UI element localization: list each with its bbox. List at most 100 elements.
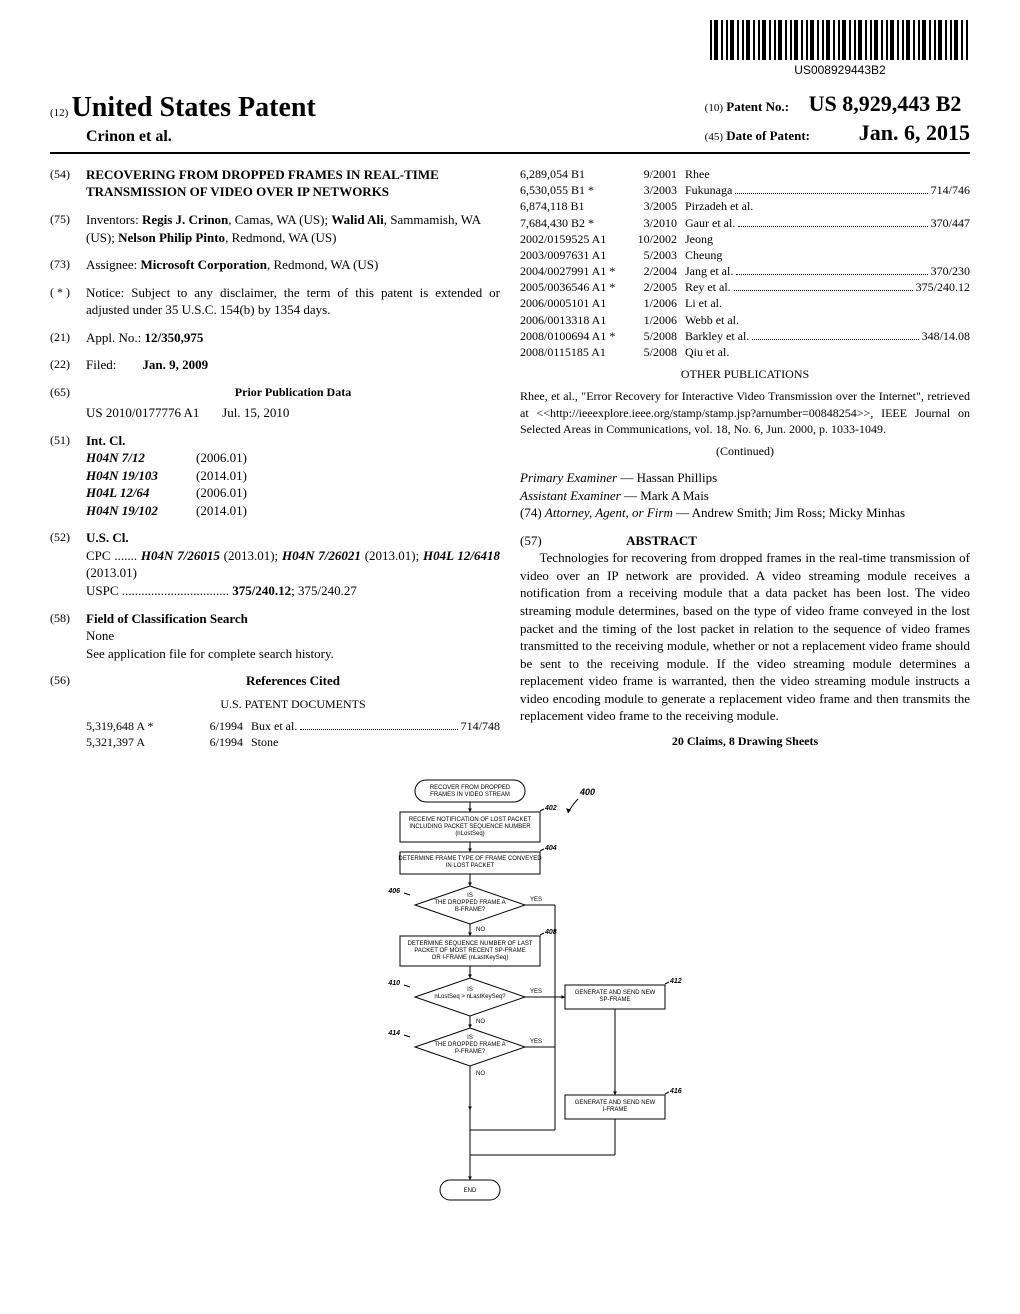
svg-text:PACKET OF MOST RECENT SP-FRAME: PACKET OF MOST RECENT SP-FRAME (414, 948, 525, 954)
citation-row: 2006/0013318 A11/2006Webb et al. (520, 312, 970, 328)
svg-text:NO: NO (476, 1019, 485, 1025)
cite-author: Qiu et al. (685, 344, 970, 360)
svg-text:400: 400 (579, 787, 595, 797)
abstract-text: Technologies for recovering from dropped… (520, 549, 970, 724)
dots-icon (300, 718, 457, 730)
cite-date: 3/2003 (630, 182, 685, 198)
citation-row: 6,874,118 B13/2005Pirzadeh et al. (520, 198, 970, 214)
cite-num: 2006/0013318 A1 (520, 312, 630, 328)
patent-no: US 8,929,443 B2 (809, 91, 962, 116)
applno-label: Appl. No.: (86, 330, 141, 345)
applno-val: 12/350,975 (145, 330, 204, 345)
notice-text: Subject to any disclaimer, the term of t… (86, 285, 500, 318)
cite-date: 2/2004 (630, 263, 685, 279)
notice-label: Notice: (86, 285, 124, 300)
intcl-year: (2014.01) (196, 467, 247, 485)
cite-author: Webb et al. (685, 312, 970, 328)
patent-date-label: Date of Patent: (726, 128, 810, 143)
claims-sheets: 20 Claims, 8 Drawing Sheets (520, 733, 970, 749)
primary-examiner-line: Primary Examiner — Hassan Phillips (520, 469, 970, 487)
attorney-line: (74) Attorney, Agent, or Firm — Andrew S… (520, 504, 970, 522)
flowchart-figure: RECOVER FROM DROPPEDFRAMES IN VIDEO STRE… (50, 775, 970, 1220)
other-publications-title: OTHER PUBLICATIONS (520, 366, 970, 382)
cite-num: 5,319,648 A * (86, 718, 196, 734)
cite-author: Bux et al. 714/748 (251, 718, 500, 734)
uspc-primary: 375/240.12 (232, 583, 291, 598)
cite-num: 6,289,054 B1 (520, 166, 630, 182)
cite-date: 5/2008 (630, 344, 685, 360)
citation-row: 2004/0027991 A1 *2/2004Jang et al. 370/2… (520, 263, 970, 279)
cite-date: 10/2002 (630, 231, 685, 247)
cite-class: 370/230 (931, 263, 970, 279)
citation-row: 2002/0159525 A110/2002Jeong (520, 231, 970, 247)
citation-row: 2005/0036546 A1 *2/2005Rey et al. 375/24… (520, 279, 970, 295)
cite-num: 2003/0097631 A1 (520, 247, 630, 263)
cite-author: Rey et al. 375/240.12 (685, 279, 970, 295)
cite-date: 5/2003 (630, 247, 685, 263)
svg-text:404: 404 (544, 845, 557, 852)
svg-text:414: 414 (387, 1030, 400, 1037)
svg-text:P-FRAME?: P-FRAME? (455, 1049, 486, 1055)
cite-author: Jang et al. 370/230 (685, 263, 970, 279)
cite-num: 2004/0027991 A1 * (520, 263, 630, 279)
cpc-code-3: H04L 12/6418 (423, 548, 500, 563)
cite-num: 6,530,055 B1 * (520, 182, 630, 198)
num-54: (54) (50, 166, 86, 201)
intcl-row: H04N 19/102(2014.01) (86, 502, 500, 520)
num-22: (22) (50, 356, 86, 374)
prior-pub-num: US 2010/0177776 A1 (86, 405, 199, 420)
svg-text:IN LOST PACKET: IN LOST PACKET (446, 863, 495, 869)
svg-text:INCLUDING PACKET SEQUENCE NUMB: INCLUDING PACKET SEQUENCE NUMBER (409, 824, 531, 830)
num-notice: ( * ) (50, 284, 86, 319)
cite-date: 3/2010 (630, 215, 685, 231)
inventor-surname: Crinon et al. (86, 126, 316, 148)
uspc-line: USPC ................................. 3… (86, 582, 500, 600)
cite-author: Rhee (685, 166, 970, 182)
svg-text:DETERMINE SEQUENCE NUMBER OF L: DETERMINE SEQUENCE NUMBER OF LAST (407, 941, 532, 947)
intcl-year: (2006.01) (196, 449, 247, 467)
primary-examiner-label: Primary Examiner (520, 470, 617, 485)
num-75: (75) (50, 211, 86, 246)
svg-text:(nLostSeq): (nLostSeq) (455, 831, 484, 837)
svg-text:FRAMES IN VIDEO STREAM: FRAMES IN VIDEO STREAM (430, 792, 510, 798)
intcl-code: H04N 7/12 (86, 449, 196, 467)
cite-num: 2008/0115185 A1 (520, 344, 630, 360)
continued: (Continued) (520, 443, 970, 459)
barcode-text: US008929443B2 (710, 62, 970, 78)
patent-date: Jan. 6, 2015 (859, 120, 970, 145)
cite-class: 370/447 (931, 215, 970, 231)
svg-text:IS: IS (467, 1035, 473, 1041)
barcode-region: US008929443B2 (50, 20, 970, 79)
svg-text:YES: YES (530, 1039, 542, 1045)
intcl-year: (2014.01) (196, 502, 247, 520)
inventor-3: Nelson Philip Pinto (118, 230, 225, 245)
svg-text:RECEIVE NOTIFICATION OF LOST P: RECEIVE NOTIFICATION OF LOST PACKET (409, 817, 532, 823)
filed-val: Jan. 9, 2009 (142, 357, 208, 372)
svg-text:THE DROPPED FRAME A: THE DROPPED FRAME A (434, 1042, 505, 1048)
dots-icon: ....... (114, 548, 137, 563)
cpc-line: CPC ....... H04N 7/26015 (2013.01); H04N… (86, 547, 500, 582)
svg-text:410: 410 (387, 980, 400, 987)
cite-author: Pirzadeh et al. (685, 198, 970, 214)
svg-text:END: END (464, 1188, 477, 1194)
cite-class: 714/748 (461, 718, 500, 734)
cite-author: Cheung (685, 247, 970, 263)
primary-examiner: Hassan Phillips (637, 470, 718, 485)
cite-author: Fukunaga 714/746 (685, 182, 970, 198)
cite-num: 2008/0100694 A1 * (520, 328, 630, 344)
svg-text:NO: NO (476, 1071, 485, 1077)
svg-text:416: 416 (669, 1088, 682, 1095)
svg-text:OR I-FRAME (nLastKeySeq): OR I-FRAME (nLastKeySeq) (432, 955, 509, 961)
cite-author: Stone (251, 734, 500, 750)
inventors-label: Inventors: (86, 212, 139, 227)
intcl-label: Int. Cl. (86, 432, 500, 450)
patent-header: (12) United States Patent Crinon et al. … (50, 89, 970, 154)
uspc-label: USPC (86, 583, 119, 598)
inventor-2: Walid Ali (331, 212, 383, 227)
num-21: (21) (50, 329, 86, 347)
cite-date: 3/2005 (630, 198, 685, 214)
num-45: (45) (705, 131, 723, 143)
svg-text:GENERATE AND SEND NEW: GENERATE AND SEND NEW (575, 990, 656, 996)
field-search-none: None (86, 627, 500, 645)
cite-class: 714/746 (931, 182, 970, 198)
